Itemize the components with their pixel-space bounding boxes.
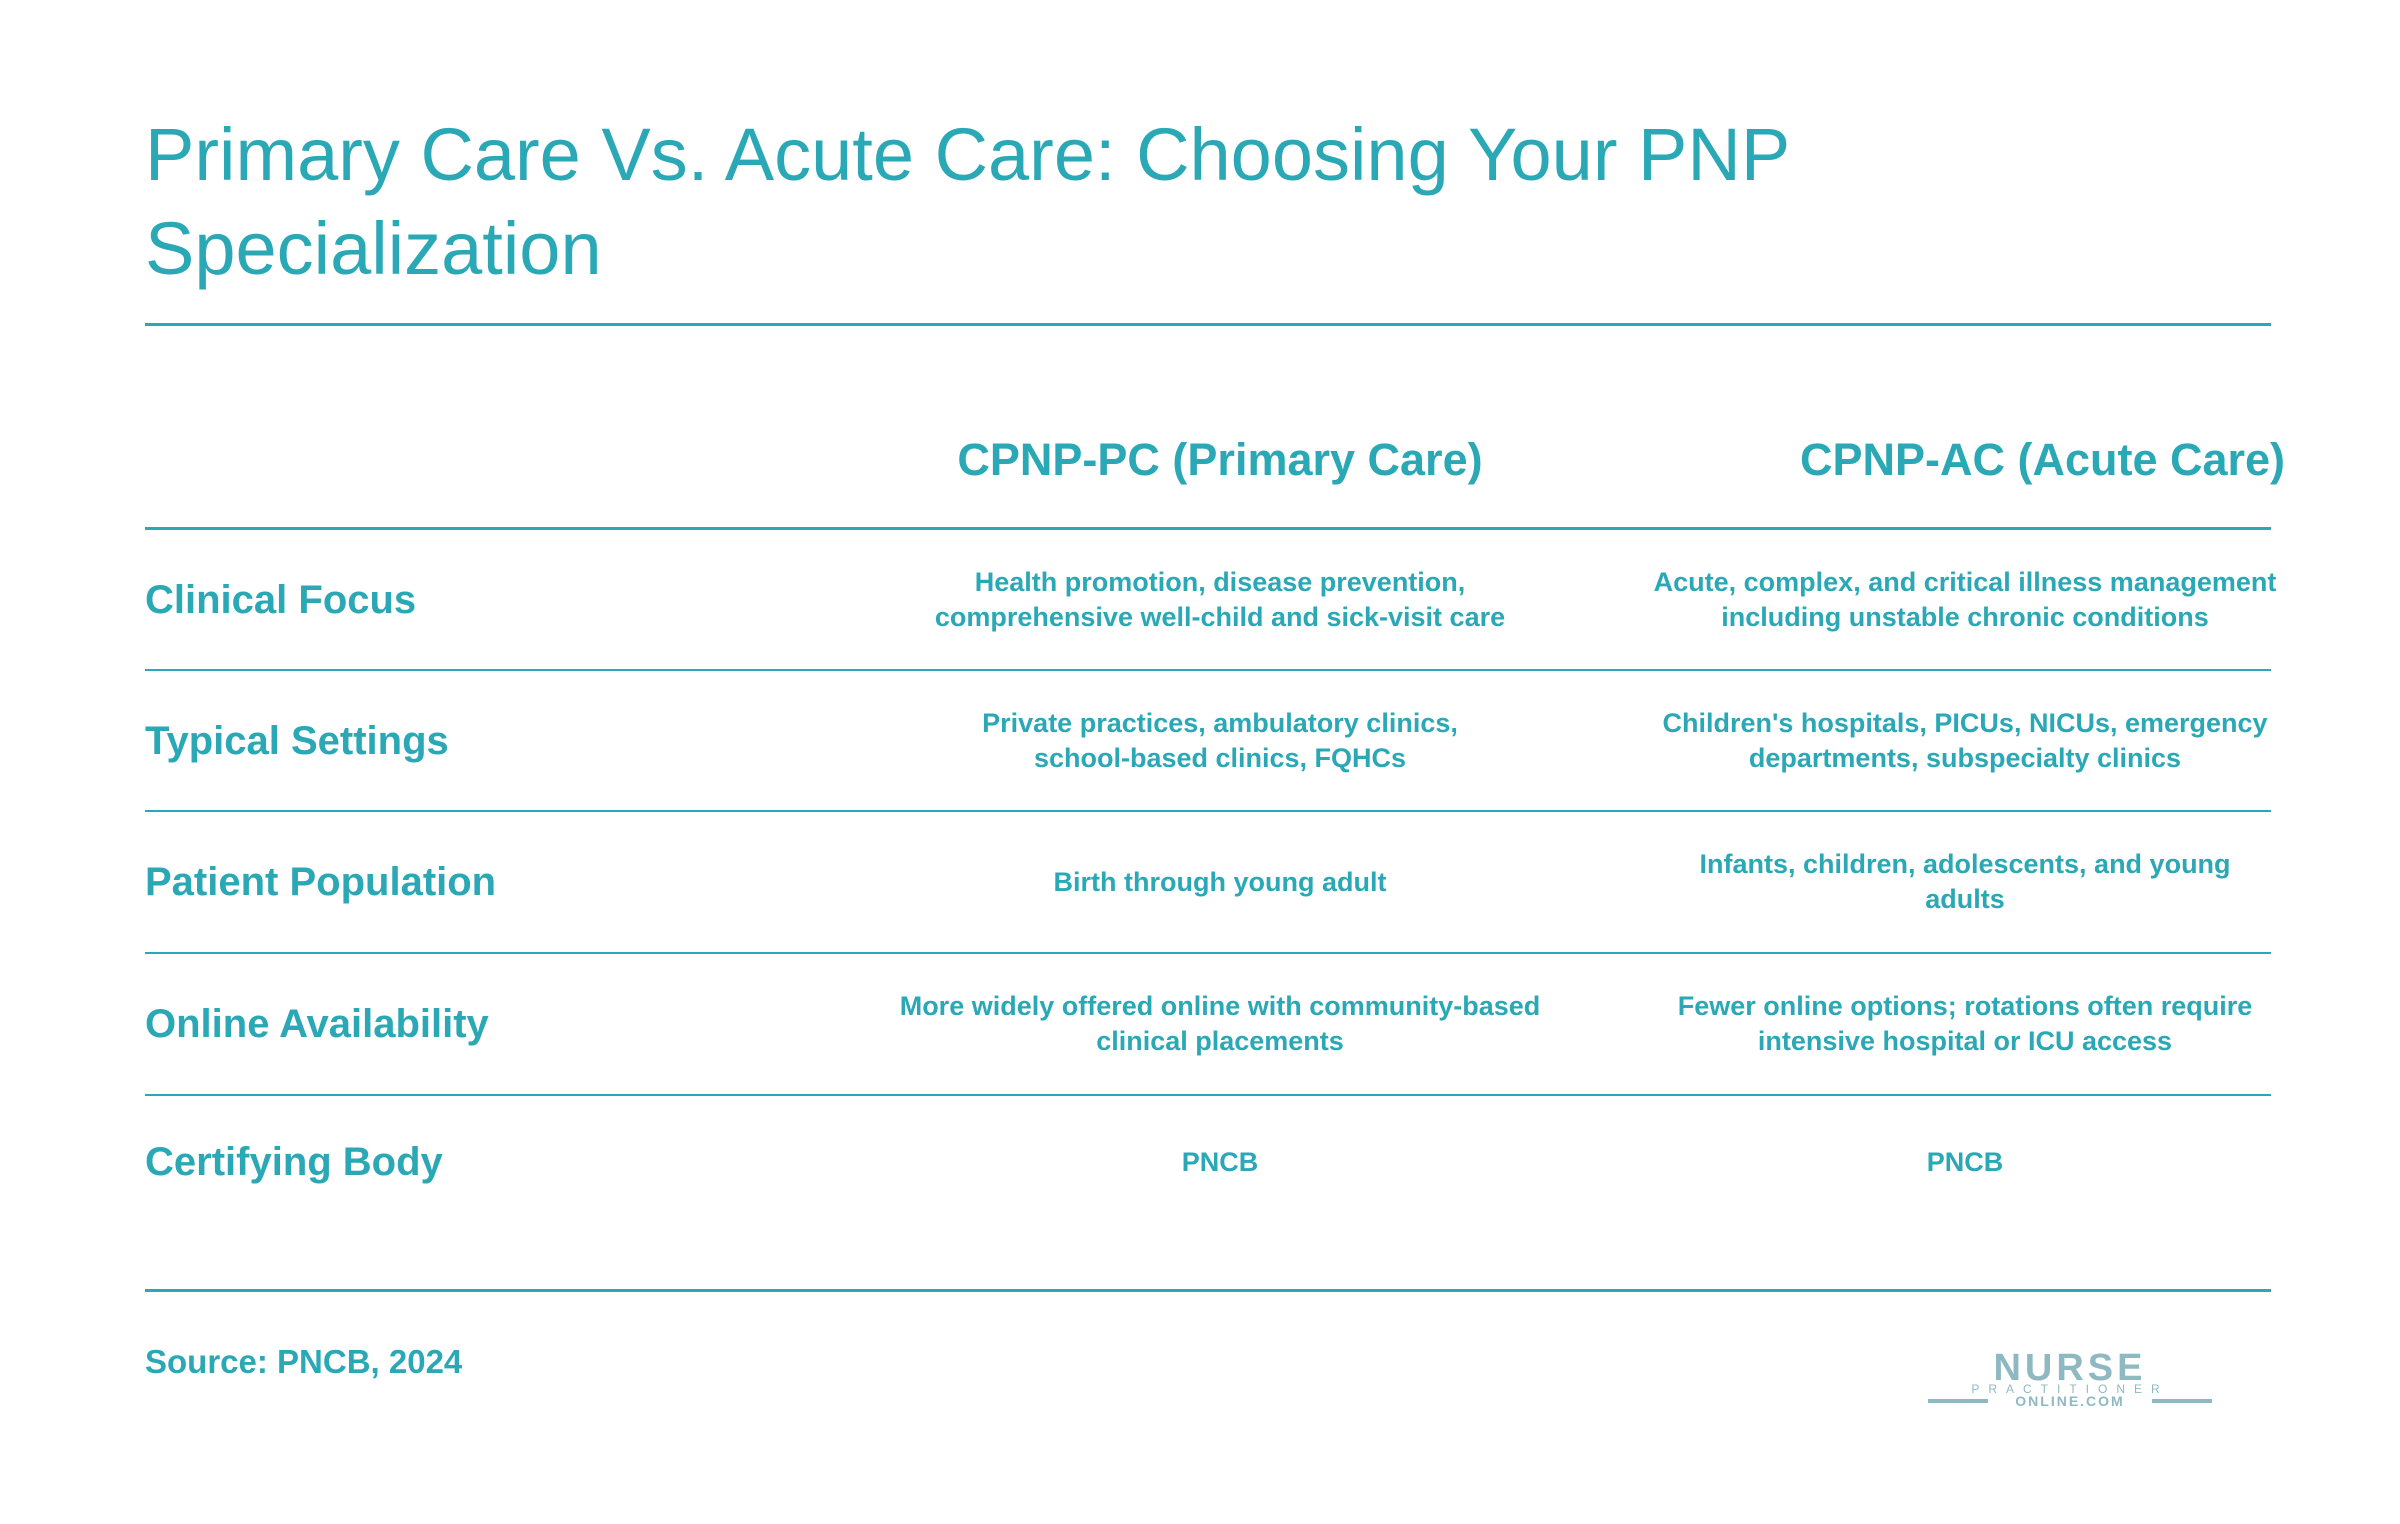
cell-online-availability-pc: More widely offered online with communit… <box>805 989 1635 1059</box>
page-title: Primary Care Vs. Acute Care: Choosing Yo… <box>145 113 1789 290</box>
cell-line: including unstable chronic conditions <box>1721 602 2209 632</box>
row-divider <box>145 952 2271 954</box>
cell-line: Acute, complex, and critical illness man… <box>1653 567 2277 597</box>
cell-line: clinical placements <box>1096 1026 1344 1056</box>
cell-line: More widely offered online with communit… <box>899 991 1541 1021</box>
row-divider <box>145 669 2271 671</box>
logo-line-1: NURSE <box>1993 1348 2146 1389</box>
title-divider <box>145 323 2271 326</box>
logo-line-3: ONLINE.COM <box>2015 1393 2124 1409</box>
table-bottom-divider <box>145 1289 2271 1292</box>
cell-line: comprehensive well-child and sick-visit … <box>934 602 1506 632</box>
logo-line-2: PRACTITIONER <box>1971 1382 2168 1396</box>
cell-patient-population-pc: Birth through young adult <box>805 865 1635 900</box>
row-label-certifying-body: Certifying Body <box>145 1140 443 1184</box>
row-divider <box>145 810 2271 812</box>
cell-line: adults <box>1925 884 2005 914</box>
cell-patient-population-ac: Infants, children, adolescents, and youn… <box>1550 847 2380 917</box>
row-label-online-availability: Online Availability <box>145 1002 489 1046</box>
cell-line: Children's hospitals, PICUs, NICUs, emer… <box>1662 708 2268 738</box>
cell-line: Private practices, ambulatory clinics, <box>982 708 1458 738</box>
cell-online-availability-ac: Fewer online options; rotations often re… <box>1550 989 2380 1059</box>
cell-line: PNCB <box>1181 1147 1259 1177</box>
cell-line: Fewer online options; rotations often re… <box>1677 991 2253 1021</box>
logo-right-bar <box>2152 1399 2212 1403</box>
row-label-patient-population: Patient Population <box>145 860 497 904</box>
row-label-clinical-focus: Clinical Focus <box>145 578 417 622</box>
nurse-practitioner-online-logo: NURSE PRACTITIONER ONLINE.COM <box>1928 1348 2212 1409</box>
cell-line: PNCB <box>1926 1147 2004 1177</box>
cell-line: intensive hospital or ICU access <box>1757 1026 2173 1056</box>
cell-line: Health promotion, disease prevention, <box>974 567 1466 597</box>
cell-typical-settings-pc: Private practices, ambulatory clinics, s… <box>805 706 1635 776</box>
cell-line: Birth through young adult <box>1053 867 1387 897</box>
column-header-primary-care: CPNP-PC (Primary Care) <box>957 434 1483 485</box>
row-label-typical-settings: Typical Settings <box>145 719 449 763</box>
comparison-page: Primary Care Vs. Acute Care: Choosing Yo… <box>145 0 2285 1524</box>
cell-line: departments, subspecialty clinics <box>1748 743 2182 773</box>
cell-line: Infants, children, adolescents, and youn… <box>1699 849 2231 879</box>
cell-certifying-body-ac: PNCB <box>1550 1145 2380 1180</box>
row-divider <box>145 1094 2271 1096</box>
cell-typical-settings-ac: Children's hospitals, PICUs, NICUs, emer… <box>1550 706 2380 776</box>
source-citation: Source: PNCB, 2024 <box>145 1343 463 1380</box>
cell-line: school-based clinics, FQHCs <box>1033 743 1407 773</box>
cell-clinical-focus-pc: Health promotion, disease prevention, co… <box>805 565 1635 635</box>
header-divider <box>145 527 2271 530</box>
cell-clinical-focus-ac: Acute, complex, and critical illness man… <box>1550 565 2380 635</box>
logo-left-bar <box>1928 1399 1988 1403</box>
column-header-acute-care: CPNP-AC (Acute Care) <box>1799 434 2286 485</box>
cell-certifying-body-pc: PNCB <box>805 1145 1635 1180</box>
